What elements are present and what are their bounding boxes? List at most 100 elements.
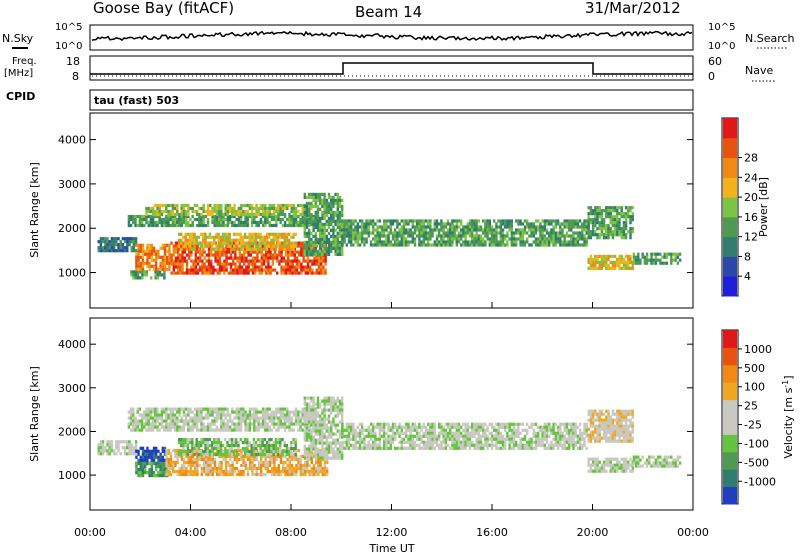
power-data-cell	[499, 228, 502, 232]
power-data-cell	[532, 225, 535, 229]
power-data-cell	[261, 214, 265, 219]
velocity-data-cell	[193, 444, 196, 448]
velocity-data-cell	[263, 453, 267, 457]
velocity-data-cell	[308, 426, 311, 430]
power-data-cell	[245, 271, 248, 275]
velocity-data-cell	[369, 434, 373, 438]
velocity-data-cell	[244, 419, 247, 423]
power-data-cell	[605, 215, 608, 219]
power-data-cell	[336, 192, 339, 196]
velocity-data-cell	[336, 453, 339, 457]
power-data-cell	[285, 232, 289, 236]
power-data-cell	[291, 250, 294, 254]
velocity-data-cell	[249, 463, 252, 468]
power-data-cell	[228, 244, 231, 248]
power-data-cell	[178, 212, 181, 217]
power-data-cell	[248, 238, 251, 242]
power-data-cell	[196, 244, 200, 248]
power-data-cell	[596, 218, 599, 222]
power-data-cell	[627, 254, 630, 258]
power-data-cell	[226, 214, 230, 219]
power-data-cell	[281, 247, 284, 251]
power-data-cell	[126, 249, 129, 253]
power-data-cell	[250, 238, 253, 242]
velocity-data-cell	[145, 407, 148, 411]
power-data-cell	[422, 219, 425, 223]
velocity-data-cell	[123, 452, 127, 456]
power-data-cell	[591, 227, 595, 231]
velocity-data-cell	[244, 460, 247, 465]
power-data-cell	[154, 209, 157, 214]
power-data-cell	[321, 228, 324, 232]
power-data-cell	[567, 234, 571, 238]
velocity-data-cell	[151, 422, 155, 426]
power-data-cell	[177, 271, 180, 275]
velocity-data-cell	[162, 419, 166, 423]
power-data-cell	[308, 252, 311, 256]
power-data-cell	[266, 212, 269, 217]
velocity-data-cell	[367, 440, 370, 444]
power-data-cell	[325, 252, 328, 256]
power-data-cell	[226, 241, 229, 245]
power-data-cell	[226, 212, 230, 217]
power-data-cell	[178, 214, 181, 219]
power-data-cell	[383, 228, 386, 232]
velocity-data-cell	[144, 455, 147, 459]
velocity-data-cell	[180, 441, 183, 445]
power-data-cell	[167, 214, 170, 219]
power-data-cell	[501, 237, 505, 241]
velocity-data-cell	[99, 440, 103, 444]
power-data-cell	[300, 247, 303, 251]
velocity-data-cell	[222, 407, 225, 411]
velocity-data-cell	[136, 419, 139, 423]
power-data-cell	[238, 256, 241, 260]
velocity-data-cell	[312, 408, 315, 412]
power-data-cell	[260, 262, 263, 266]
power-data-cell	[563, 225, 566, 229]
power-data-cell	[629, 236, 632, 240]
velocity-data-cell	[189, 419, 192, 423]
power-data-cell	[194, 250, 197, 254]
power-data-cell	[206, 241, 209, 245]
power-data-cell	[145, 217, 148, 222]
power-data-cell	[156, 223, 159, 228]
power-data-cell	[250, 209, 254, 214]
power-data-cell	[358, 225, 362, 229]
power-data-cell	[207, 268, 211, 272]
velocity-data-cell	[378, 431, 381, 435]
velocity-data-cell	[312, 469, 316, 474]
power-data-cell	[468, 222, 472, 226]
velocity-data-cell	[224, 438, 227, 442]
velocity-data-cell	[211, 466, 214, 471]
power-data-cell	[411, 234, 414, 238]
power-data-cell	[570, 228, 573, 232]
power-colorbar-tick-label: 28	[744, 152, 758, 165]
power-data-cell	[192, 259, 195, 263]
velocity-data-cell	[231, 422, 234, 426]
velocity-data-cell	[332, 453, 335, 457]
power-data-cell	[293, 247, 296, 251]
velocity-data-cell	[325, 447, 328, 451]
power-data-cell	[343, 237, 346, 241]
velocity-data-cell	[363, 434, 366, 438]
velocity-data-cell	[208, 450, 212, 454]
velocity-data-cell	[176, 457, 179, 462]
velocity-data-cell	[224, 425, 227, 429]
velocity-data-cell	[230, 441, 234, 445]
velocity-data-cell	[323, 426, 326, 430]
power-data-cell	[147, 220, 150, 225]
power-data-cell	[321, 225, 324, 229]
power-data-cell	[143, 223, 146, 228]
power-data-cell	[298, 265, 301, 269]
velocity-data-cell	[242, 454, 245, 459]
power-data-cell	[618, 257, 621, 261]
power-data-cell	[585, 240, 588, 244]
power-data-cell	[230, 247, 234, 251]
power-data-cell	[457, 231, 461, 235]
velocity-data-cell	[186, 438, 190, 442]
power-data-cell	[128, 237, 131, 241]
velocity-data-cell	[261, 453, 264, 457]
velocity-data-cell	[209, 410, 212, 414]
velocity-data-cell	[242, 407, 245, 411]
power-data-cell	[407, 231, 410, 235]
